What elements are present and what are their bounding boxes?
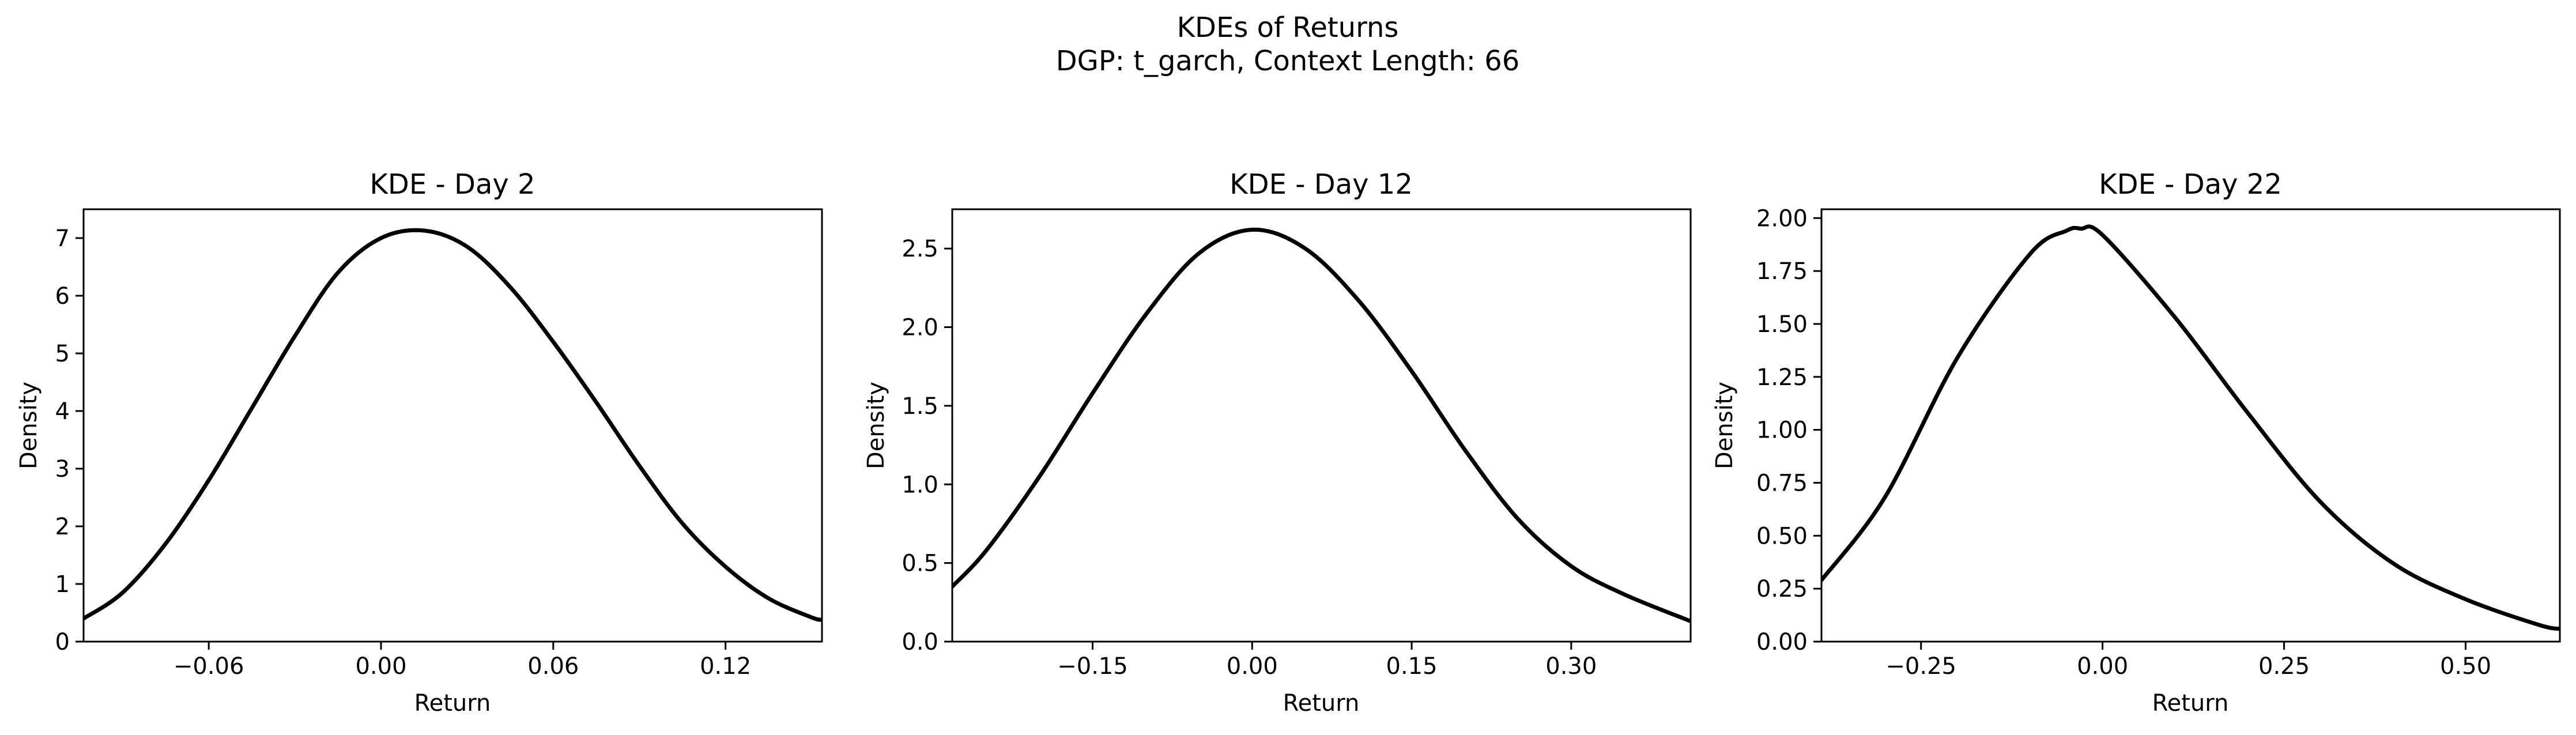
y-tick-label: 0.75 bbox=[1756, 470, 1808, 496]
x-tick-label: 0.25 bbox=[2258, 653, 2310, 680]
y-tick-label: 0.5 bbox=[902, 551, 938, 577]
x-tick-label: 0.50 bbox=[2440, 653, 2491, 680]
y-axis-ticks: 0.0 0.5 1.0 1.5 2.0 2.5 bbox=[902, 236, 952, 655]
y-tick-label: 3 bbox=[55, 456, 70, 483]
y-axis-label: Density bbox=[863, 382, 889, 469]
y-tick-label: 2 bbox=[55, 514, 70, 540]
plot-area bbox=[952, 227, 1691, 624]
y-tick-label: 1.25 bbox=[1756, 364, 1808, 391]
axes-frame bbox=[1820, 208, 2561, 643]
y-tick-label: 4 bbox=[55, 398, 70, 425]
figure-title-line-2: DGP: t_garch, Context Length: 66 bbox=[1056, 45, 1520, 77]
x-axis-label: Return bbox=[414, 690, 491, 717]
y-tick-label: 1 bbox=[55, 571, 70, 598]
y-tick-label: 0.00 bbox=[1756, 629, 1808, 655]
x-axis-ticks: −0.25 0.00 0.25 0.50 bbox=[1885, 642, 2491, 680]
x-tick-label: −0.06 bbox=[174, 653, 244, 680]
axes-frame bbox=[951, 208, 1692, 643]
x-axis-ticks: −0.06 0.00 0.06 0.12 bbox=[174, 642, 751, 680]
y-tick-label: 1.00 bbox=[1756, 417, 1808, 444]
y-tick-label: 7 bbox=[55, 225, 70, 252]
kde-panel-day-2: KDE - Day 2 −0.06 0.00 0.06 0.12 0 1 2 3 4 5 6 7 R… bbox=[16, 168, 823, 717]
y-tick-label: 6 bbox=[55, 283, 70, 310]
x-tick-label: 0.15 bbox=[1386, 653, 1438, 680]
y-axis-label: Density bbox=[1711, 382, 1738, 469]
axes-frame bbox=[82, 208, 823, 643]
y-tick-label: 1.0 bbox=[902, 472, 938, 498]
y-tick-label: 2.00 bbox=[1756, 205, 1808, 232]
x-tick-label: −0.25 bbox=[1885, 653, 1956, 680]
x-axis-ticks: −0.15 0.00 0.15 0.30 bbox=[1057, 642, 1597, 680]
y-tick-label: 1.50 bbox=[1756, 311, 1808, 338]
kde-series-line bbox=[1821, 224, 2560, 631]
panel-title: KDE - Day 2 bbox=[369, 168, 535, 201]
y-tick-label: 0.0 bbox=[902, 629, 938, 655]
x-tick-label: −0.15 bbox=[1057, 653, 1128, 680]
x-tick-label: 0.12 bbox=[700, 653, 751, 680]
x-tick-label: 0.00 bbox=[1227, 653, 1278, 680]
kde-panel-day-12: KDE - Day 12 −0.15 0.00 0.15 0.30 0.0 0.5 1.0… bbox=[863, 168, 1692, 717]
x-axis-label: Return bbox=[1283, 690, 1360, 717]
kde-panel-day-22: KDE - Day 22 −0.25 0.00 0.25 0.50 0.000.250… bbox=[1711, 168, 2561, 717]
figure-title-line-1: KDEs of Returns bbox=[1177, 12, 1399, 44]
y-tick-label: 2.5 bbox=[902, 236, 938, 262]
y-axis-ticks: 0 1 2 3 4 5 6 7 bbox=[55, 225, 84, 655]
y-tick-label: 5 bbox=[55, 341, 70, 367]
x-tick-label: 0.30 bbox=[1545, 653, 1597, 680]
kde-series-line bbox=[84, 228, 822, 622]
y-tick-label: 0 bbox=[55, 629, 70, 655]
y-tick-label: 1.5 bbox=[902, 393, 938, 420]
y-tick-label: 0.50 bbox=[1756, 523, 1808, 549]
kde-series-line bbox=[952, 227, 1691, 624]
x-tick-label: 0.00 bbox=[2077, 653, 2128, 680]
x-axis-label: Return bbox=[2152, 690, 2229, 717]
y-tick-label: 0.25 bbox=[1756, 576, 1808, 602]
y-axis-label: Density bbox=[16, 382, 42, 469]
x-tick-label: 0.00 bbox=[355, 653, 406, 680]
panel-title: KDE - Day 22 bbox=[2099, 168, 2282, 201]
y-axis-ticks: 0.00 0.25 0.50 0.75 1.00 1.25 1.50 1.75 2.00 bbox=[1756, 205, 1821, 655]
panel-title: KDE - Day 12 bbox=[1229, 168, 1413, 201]
x-tick-label: 0.06 bbox=[527, 653, 579, 680]
plot-area bbox=[1821, 224, 2560, 631]
plot-area bbox=[84, 228, 822, 622]
y-tick-label: 2.0 bbox=[902, 315, 938, 341]
y-tick-label: 1.75 bbox=[1756, 258, 1808, 285]
